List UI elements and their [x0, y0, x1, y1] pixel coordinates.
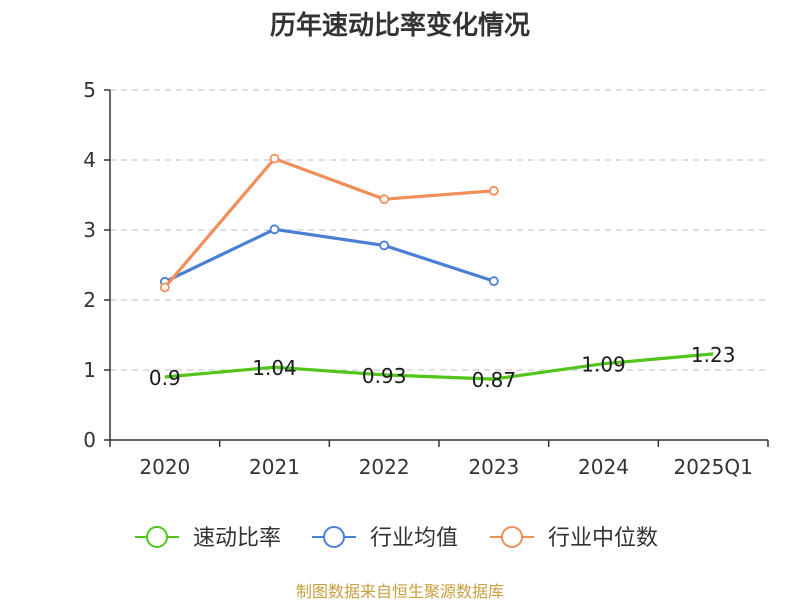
data-label: 0.87 — [472, 368, 517, 392]
legend-label: 速动比率 — [193, 526, 281, 551]
data-label: 0.93 — [362, 364, 407, 388]
y-tick-label: 3 — [83, 218, 96, 242]
legend-item-1[interactable]: 速动比率 — [135, 526, 281, 551]
series-line-2 — [164, 227, 495, 284]
y-tick-label: 4 — [83, 148, 96, 172]
x-tick-label: 2022 — [359, 455, 410, 479]
y-tick-label: 0 — [83, 428, 96, 452]
data-point — [269, 153, 280, 164]
series-line-1 — [164, 352, 714, 381]
legend-marker — [146, 526, 168, 548]
grid-lines — [110, 89, 768, 371]
x-tick-label: 2025Q1 — [673, 455, 752, 479]
chart-title: 历年速动比率变化情况 — [269, 11, 530, 41]
legend-marker — [501, 526, 523, 548]
data-label: 1.09 — [581, 353, 626, 377]
legend-label: 行业均值 — [370, 526, 458, 551]
legend-item-2[interactable]: 行业均值 — [312, 526, 458, 551]
source-footer: 制图数据来自恒生聚源数据库 — [295, 582, 504, 601]
x-tick-label: 2021 — [249, 455, 300, 479]
x-tick-label: 2023 — [468, 455, 519, 479]
data-point — [488, 185, 499, 196]
data-label: 1.23 — [691, 343, 736, 367]
legend[interactable]: 速动比率 行业均值 行业中位数 — [135, 526, 658, 551]
data-labels: 0.9 1.04 0.93 0.87 1.09 1.23 — [149, 343, 736, 392]
data-label: 0.9 — [149, 366, 181, 390]
legend-label: 行业中位数 — [548, 526, 658, 551]
series-group — [159, 153, 714, 381]
y-tick-label: 2 — [83, 288, 96, 312]
y-tick-label: 5 — [83, 78, 96, 102]
legend-marker — [323, 526, 345, 548]
x-tick-label: 2020 — [139, 455, 190, 479]
axes: 0 1 2 3 4 5 2020 2021 2022 2023 2024 2025Q1 — [83, 78, 769, 479]
data-point — [379, 240, 390, 251]
data-point — [159, 282, 170, 293]
legend-item-3[interactable]: 行业中位数 — [490, 526, 658, 551]
data-point — [269, 224, 280, 235]
data-label: 1.04 — [252, 356, 297, 380]
y-tick-label: 1 — [83, 358, 96, 382]
series-line-3 — [163, 157, 494, 289]
data-point — [488, 276, 499, 287]
x-tick-label: 2024 — [578, 455, 629, 479]
data-point — [379, 194, 390, 205]
